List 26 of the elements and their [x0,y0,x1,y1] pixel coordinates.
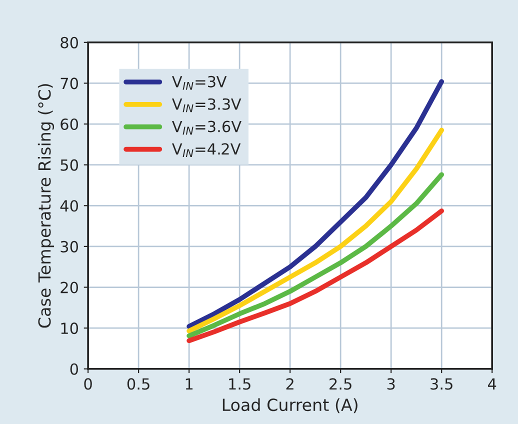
x-tick-label: 1.5 [229,378,250,390]
line-series [186,172,444,338]
x-tick-label: 2 [286,378,294,390]
y-axis-title: Case Temperature Rising (°C) [38,84,54,328]
x-tick-label: 4 [488,378,496,390]
x-tick-label: 0 [84,378,92,390]
x-tick-label: 2.5 [330,378,352,390]
y-tick-label: 30 [60,240,78,252]
y-tick-label: 60 [60,118,78,130]
y-tick-label: 40 [60,200,78,212]
legend-label: V$_{IN}$=3.6V [172,120,242,135]
x-tick-label: 1 [186,378,193,390]
y-tick-label: 10 [61,322,78,334]
line-series [186,208,444,344]
legend-label: V$_{IN}$=3V [172,76,227,90]
x-tick-label: 0.5 [127,378,150,390]
legend-label: V$_{IN}$=4.2V [172,143,241,158]
x-tick-label: 3.5 [430,378,452,390]
legend-label: V$_{IN}$=3.3V [172,98,242,112]
y-tick-label: 80 [60,36,78,48]
y-tick-label: 70 [60,78,78,90]
y-tick-label: 50 [60,159,78,171]
x-tick-label: 3 [387,378,395,390]
y-tick-label: 20 [60,282,78,294]
y-tick-label: 0 [70,363,78,375]
x-axis-title: Load Current (A) [222,398,358,414]
